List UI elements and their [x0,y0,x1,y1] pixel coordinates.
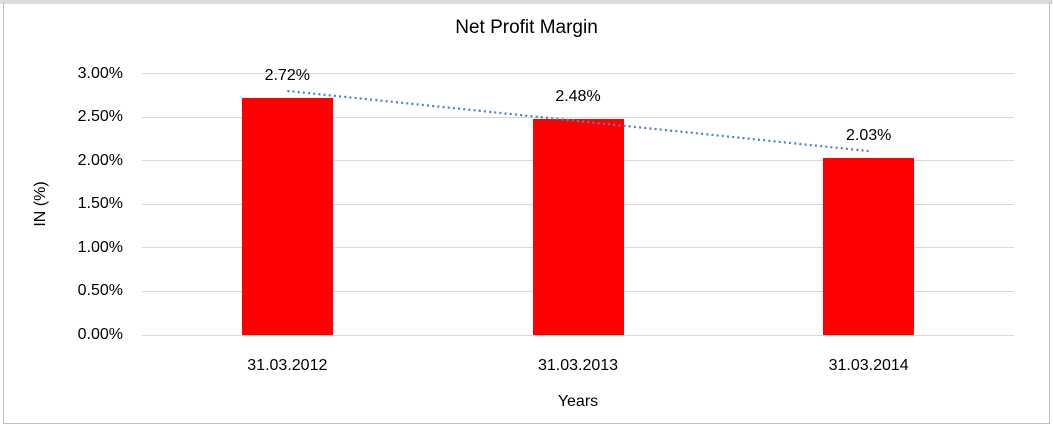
chart-title: Net Profit Margin [455,17,598,38]
x-axis-tick-label: 31.03.2012 [247,357,328,374]
bar [532,118,624,335]
bar-data-label: 2.03% [845,127,892,145]
x-axis-title: Years [557,393,599,410]
y-axis-tick-label: 2.50% [77,108,123,126]
gridline [142,73,1014,74]
x-axis-tick-label: 31.03.2014 [828,357,909,374]
y-axis-tick-label: 0.00% [77,326,123,343]
y-axis-tick-label: 3.00% [77,64,123,82]
bar-data-label: 2.72% [264,66,311,84]
y-axis-tick-label: 1.50% [77,195,123,213]
window-top-edge [0,0,1053,4]
y-axis-tick-label: 0.50% [77,282,123,300]
bar-data-label: 2.48% [555,87,601,105]
bar [823,158,915,335]
x-axis-tick-label: 31.03.2013 [537,357,619,374]
y-axis-tick-label: 2.00% [77,151,123,169]
gridline [142,334,1014,336]
bar [241,97,333,335]
y-axis-tick-label: 1.00% [77,238,123,256]
